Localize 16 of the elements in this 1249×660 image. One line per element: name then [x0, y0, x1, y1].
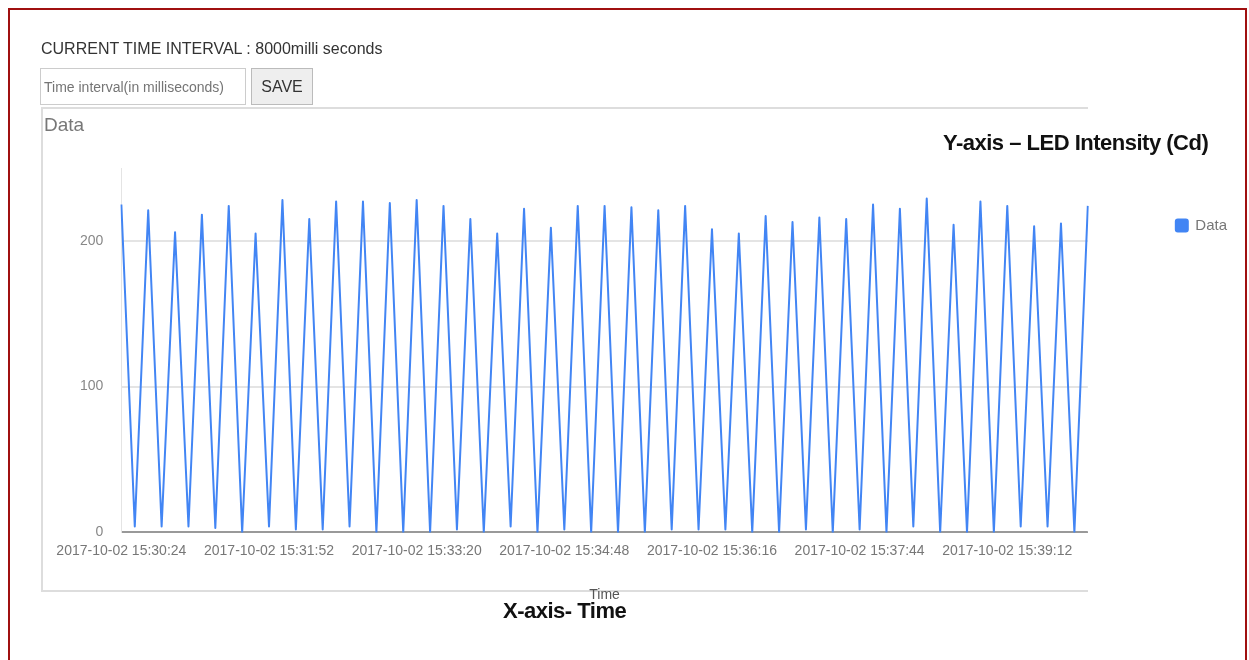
x-tick-label: 2017-10-02 15:37:44: [794, 541, 925, 558]
text: SAVE: [251, 68, 313, 105]
x-tick-label: 2017-10-02 15:39:12: [942, 541, 1073, 558]
x-tick-label: 2017-10-02 15:31:52: [204, 541, 335, 558]
y-tick-label: 0: [95, 523, 104, 540]
text: Time interval(in milliseconds): [40, 68, 246, 105]
x-tick-label: 2017-10-02 15:33:20: [351, 541, 482, 558]
y-tick-label: 100: [80, 377, 104, 394]
chart-title: Data: [44, 114, 85, 136]
y-tick-label: 200: [80, 231, 104, 248]
x-tick-label: 2017-10-02 15:36:16: [646, 541, 778, 558]
x-tick-label: 2017-10-02 15:30:24: [56, 541, 187, 558]
text: CURRENT TIME INTERVAL : 8000milli seconds: [41, 40, 383, 58]
text: Y-axis – LED Intensity (Cd): [943, 130, 1209, 156]
x-tick-label: 2017-10-02 15:34:48: [499, 541, 630, 558]
legend-label: Data: [1195, 215, 1228, 233]
